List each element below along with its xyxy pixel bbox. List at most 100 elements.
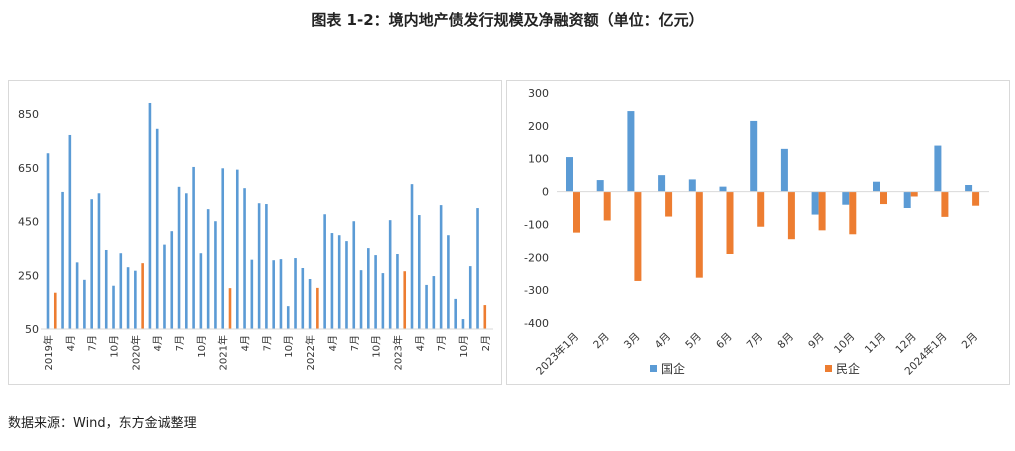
bar-private — [787, 191, 795, 240]
bar — [206, 209, 210, 329]
x-tick-label: 10月 — [458, 335, 470, 358]
bar — [345, 241, 348, 329]
x-tick-label: 4月 — [240, 335, 252, 351]
bar — [61, 191, 64, 329]
bar — [235, 169, 239, 329]
x-tick-label: 2023年1月 — [533, 330, 581, 378]
x-tick-label: 2月 — [480, 335, 492, 351]
y-tick-label: -200 — [524, 251, 549, 264]
y-tick-label: 0 — [542, 186, 549, 199]
x-tick-label: 7月 — [261, 335, 273, 351]
x-tick-label: 2020年 — [129, 335, 142, 370]
issuance-chart-svg: 50 250 450 650 850 2019年 4月 7月 10月 2020年 4月 7月 10月 20… — [18, 102, 493, 370]
x-tick-label: 2月 — [591, 331, 612, 352]
bar — [308, 279, 312, 329]
legend-swatch — [650, 365, 657, 372]
bar-soe — [566, 157, 573, 192]
bar — [83, 279, 86, 329]
bar — [425, 284, 428, 329]
x-tick-label: 11月 — [863, 331, 888, 356]
bar — [170, 231, 174, 329]
x-tick-label: 4月 — [327, 335, 339, 351]
y-tick-label: 250 — [18, 269, 39, 282]
bar-soe — [811, 191, 819, 215]
bar-highlight — [141, 263, 144, 329]
bar-private — [757, 191, 765, 227]
y-tick-label: 300 — [528, 87, 549, 100]
source-note: 数据来源：Wind，东方金诚整理 — [8, 416, 197, 431]
bar — [68, 134, 72, 329]
bar — [323, 214, 326, 329]
bar-private — [972, 191, 980, 206]
bar-private — [849, 191, 857, 235]
bar — [374, 255, 377, 329]
bar — [155, 128, 159, 329]
bar — [214, 221, 217, 329]
x-tick-label: 7月 — [174, 335, 186, 351]
y-tick-label: -100 — [524, 218, 549, 231]
bar — [134, 270, 137, 329]
bar-soe — [965, 185, 973, 192]
bar — [468, 266, 472, 329]
bar — [163, 244, 166, 329]
x-tick-label: 2019年 — [42, 335, 55, 370]
bar — [97, 193, 101, 329]
x-tick-label: 2022年 — [304, 335, 317, 370]
bar — [447, 235, 450, 329]
bar — [192, 166, 195, 329]
bar — [294, 258, 297, 329]
x-tick-label: 7月 — [436, 335, 448, 351]
x-tick-label: 7月 — [87, 335, 99, 351]
bar — [301, 267, 305, 329]
bar — [112, 285, 115, 329]
bar-private — [603, 191, 611, 221]
x-tick-label: 10月 — [832, 331, 857, 356]
bar-private — [818, 191, 826, 231]
bar-soe — [596, 180, 604, 192]
bar — [243, 188, 246, 329]
bar-soe — [658, 175, 666, 192]
y-tick-label: 650 — [18, 162, 39, 175]
y-tick-label: -400 — [524, 317, 549, 330]
bar — [126, 267, 130, 329]
net-financing-chart: 300 200 100 0 -100 -200 -300 -400 2023年1月 2月 3月 4月 5… — [506, 80, 1010, 385]
bar — [221, 168, 225, 329]
y-tick-label: -300 — [524, 284, 549, 297]
bar-highlight — [316, 287, 319, 329]
bar — [272, 260, 275, 329]
x-tick-label: 6月 — [714, 331, 735, 352]
bar-private — [634, 191, 642, 281]
bar — [279, 259, 283, 329]
bar-soe — [842, 191, 850, 205]
y-tick-label: 850 — [18, 108, 39, 121]
bar-highlight — [403, 271, 407, 329]
bar — [417, 215, 421, 329]
bar — [257, 203, 261, 329]
bar — [148, 102, 152, 329]
x-tick-label: 7月 — [745, 331, 766, 352]
bar — [104, 249, 108, 329]
bar-soe — [627, 111, 635, 192]
bar-private — [573, 191, 580, 233]
chart-title: 图表 1-2：境内地产债发行规模及净融资额（单位：亿元） — [311, 11, 704, 29]
bar — [119, 253, 123, 329]
x-tick-label: 12月 — [893, 331, 918, 356]
legend-item-private: 民企 — [836, 361, 860, 376]
bar-private — [665, 191, 673, 217]
y-tick-label: 450 — [18, 216, 39, 229]
x-tick-label: 4月 — [653, 331, 674, 352]
x-tick-label: 10月 — [371, 335, 383, 358]
x-tick-label: 2021年 — [217, 335, 230, 370]
bar-soe — [873, 181, 880, 192]
bar-soe — [750, 120, 758, 192]
bar — [381, 273, 385, 329]
bar-private — [726, 191, 734, 254]
bar-soe — [903, 191, 911, 208]
bar-highlight — [53, 292, 57, 329]
bar — [432, 276, 436, 329]
x-tick-label: 9月 — [806, 331, 827, 352]
bar — [454, 298, 457, 329]
bar — [359, 270, 363, 329]
bar — [265, 204, 268, 329]
